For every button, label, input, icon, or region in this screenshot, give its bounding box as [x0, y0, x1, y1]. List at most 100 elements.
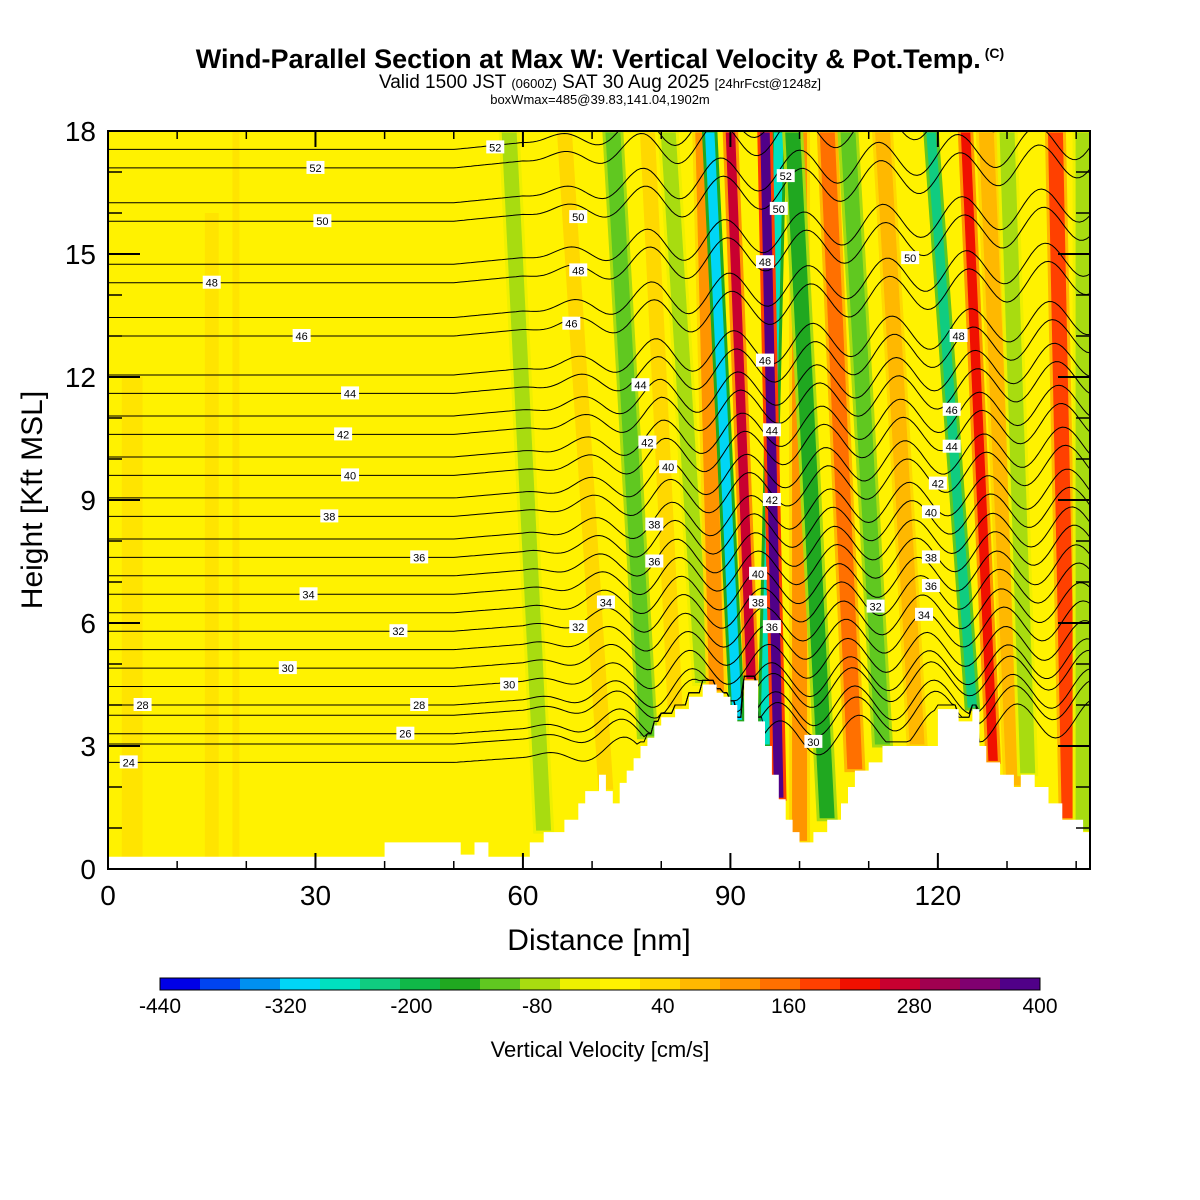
- colorbar-tick-label: 40: [651, 995, 674, 1018]
- theta-contour-minor: [108, 582, 1090, 652]
- theta-label: 48: [755, 255, 774, 269]
- theta-label: 50: [569, 210, 588, 224]
- x-tick-label: 30: [300, 880, 331, 911]
- contour-label-text: 48: [206, 278, 218, 290]
- contour-label-text: 30: [282, 663, 294, 675]
- contour-label-bg: [645, 517, 664, 531]
- contour-label-bg: [755, 353, 774, 367]
- contour-label-text: 36: [766, 622, 778, 634]
- theta-label: 42: [762, 493, 781, 507]
- theta-contour-minor: [108, 188, 1090, 265]
- contour-label-bg: [901, 251, 920, 265]
- y-axis-title: Height [Kft MSL]: [16, 391, 49, 609]
- colorbar-swatch: [880, 978, 921, 990]
- contour-label-text: 26: [399, 729, 411, 741]
- contour-label-text: 44: [634, 380, 646, 392]
- y-tick-label: 9: [80, 485, 96, 516]
- contour-label-bg: [396, 726, 415, 740]
- y-tick-label: 0: [80, 854, 96, 885]
- colorbar-tick-label: -200: [390, 995, 432, 1018]
- box-info: boxWmax=485@39.83,141.04,1902m: [490, 92, 710, 107]
- contour-label-bg: [306, 160, 325, 174]
- contour-label-text: 50: [316, 216, 328, 228]
- y-tick-label: 6: [80, 608, 96, 639]
- contour-label-text: 50: [773, 204, 785, 216]
- forecast-info: [24hrFcst@1248z]: [714, 76, 822, 91]
- contour-label-text: 46: [759, 356, 771, 368]
- contour-label-bg: [334, 427, 353, 441]
- colorbar-title: Vertical Velocity [cm/s]: [491, 1037, 710, 1062]
- theta-label: 30: [500, 677, 519, 692]
- colorbar-swatch: [840, 978, 881, 990]
- contour-label-bg: [776, 169, 795, 183]
- colorbar-swatch: [720, 978, 761, 990]
- colorbar-swatch: [280, 978, 321, 990]
- x-axis-title: Distance [nm]: [507, 924, 690, 957]
- contour-label-text: 36: [413, 552, 425, 564]
- contour-label-bg: [762, 423, 781, 437]
- contour-label-text: 44: [344, 388, 356, 400]
- contour-label-bg: [645, 554, 664, 568]
- contour-label-bg: [915, 607, 934, 621]
- contour-label-bg: [921, 505, 940, 519]
- colorbar-swatch: [560, 978, 601, 990]
- colorbar-tick-label: -440: [139, 995, 181, 1018]
- y-tick-label: 15: [65, 239, 96, 270]
- contour-label-bg: [866, 599, 885, 613]
- plot-area: 2426283032343638404244464850525250484644…: [108, 131, 1090, 869]
- contour-label-bg: [749, 595, 768, 609]
- theta-label: 46: [755, 353, 774, 368]
- colorbar-tick-label: -80: [522, 995, 552, 1018]
- contour-label-bg: [562, 316, 581, 330]
- contour-label-text: 38: [925, 552, 937, 564]
- contour-label-bg: [389, 624, 408, 638]
- theta-label: 44: [631, 378, 650, 392]
- theta-label: 26: [396, 726, 415, 741]
- contour-label-text: 46: [565, 319, 577, 331]
- contour-label-bg: [341, 468, 360, 482]
- y-tick-label: 12: [65, 362, 96, 393]
- theta-label: 52: [776, 169, 795, 183]
- contour-label-text: 28: [136, 700, 148, 712]
- contour-label-bg: [942, 439, 961, 453]
- colorbar-swatch: [680, 978, 721, 990]
- contour-label-bg: [659, 460, 678, 474]
- contour-label-text: 32: [392, 626, 404, 638]
- contour-label-bg: [638, 435, 657, 449]
- contour-label-bg: [921, 550, 940, 564]
- theta-label: 30: [804, 734, 823, 749]
- theta-contour-32: [108, 562, 1090, 633]
- contour-label-bg: [949, 329, 968, 342]
- y-tick-label: 18: [65, 116, 96, 147]
- contour-label-text: 38: [752, 598, 764, 610]
- theta-label: 28: [133, 698, 152, 712]
- contour-label-bg: [569, 620, 588, 634]
- theta-contour-minor: [108, 242, 1090, 318]
- contour-label-bg: [804, 734, 823, 748]
- colorbar-swatch: [200, 978, 241, 990]
- contour-label-bg: [942, 402, 961, 416]
- theta-contour-minor: [108, 342, 1090, 417]
- theta-label: 40: [341, 468, 360, 482]
- contour-label-bg: [762, 620, 781, 634]
- x-tick-label: 60: [507, 880, 538, 911]
- colorbar-swatch: [960, 978, 1001, 990]
- contour-label-bg: [596, 595, 615, 609]
- theta-contour-minor: [108, 384, 1090, 458]
- contour-label-bg: [292, 329, 311, 342]
- contour-label-text: 40: [752, 569, 764, 581]
- colorbar-tick-label: 400: [1022, 995, 1057, 1018]
- contour-label-text: 36: [648, 557, 660, 569]
- contour-label-bg: [928, 476, 947, 490]
- contour-label-text: 34: [600, 598, 612, 610]
- colorbar-swatch: [520, 978, 561, 990]
- theta-contour-42: [108, 361, 1090, 435]
- theta-label: 42: [638, 435, 657, 450]
- x-tick-label: 90: [715, 880, 746, 911]
- theta-contours: [108, 131, 1090, 763]
- colorbar-swatch: [480, 978, 521, 990]
- theta-label: 46: [292, 329, 311, 343]
- contour-label-bg: [320, 509, 339, 523]
- title-text: Wind-Parallel Section at Max W: Vertical…: [195, 44, 981, 74]
- terrain-mask: [108, 680, 1090, 869]
